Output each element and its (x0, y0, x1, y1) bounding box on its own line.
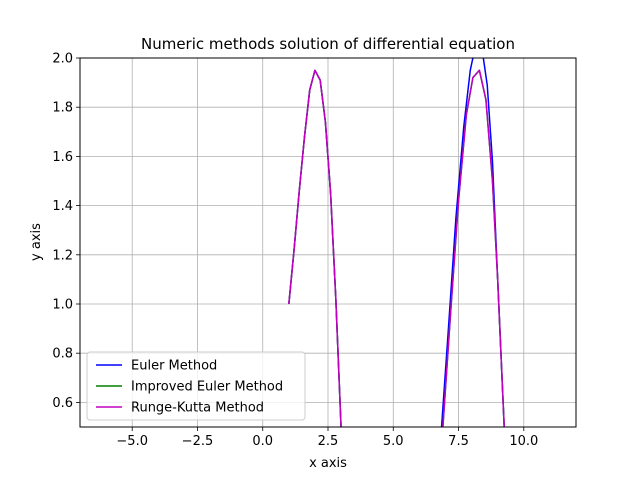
axis-ticks: −5.0 −2.5 0.0 2.5 5.0 7.5 10.0 0.6 0.8 1.0 1.2 1.4 1… (52, 52, 538, 450)
chart-title: Numeric methods solution of differential… (141, 35, 515, 53)
y-tick-label: 1.8 (52, 101, 73, 116)
x-tick-label: −5.0 (116, 434, 148, 449)
legend-label-euler-method: Euler Method (131, 359, 217, 374)
x-tick-label: 0.0 (252, 434, 273, 449)
x-tick-label: 10.0 (509, 434, 538, 449)
legend: Euler Method Improved Euler Method Runge-K… (86, 351, 306, 421)
x-tick-label: 5.0 (383, 434, 404, 449)
legend-label-runge-kutta-method: Runge-Kutta Method (131, 401, 264, 416)
y-tick-label: 1.6 (52, 150, 73, 165)
series-line-euler-method (440, 58, 474, 427)
y-tick-label: 1.4 (52, 199, 73, 214)
legend-box (86, 351, 306, 421)
x-tick-label: 7.5 (448, 434, 469, 449)
x-axis-label: x axis (309, 456, 347, 471)
x-tick-label: −2.5 (182, 434, 214, 449)
legend-label-improved-euler-method: Improved Euler Method (131, 380, 283, 395)
series-line-runge-kutta-method (288, 69, 342, 427)
y-tick-label: 0.6 (52, 396, 73, 411)
y-axis-label: y axis (29, 223, 44, 261)
x-tick-label: 2.5 (318, 434, 339, 449)
y-tick-label: 0.8 (52, 347, 73, 362)
y-tick-label: 1.2 (52, 248, 73, 263)
series-lines (288, 58, 505, 427)
series-line-runge-kutta-method (442, 69, 505, 427)
y-tick-label: 1.0 (52, 298, 73, 313)
y-tick-label: 2.0 (52, 52, 73, 67)
